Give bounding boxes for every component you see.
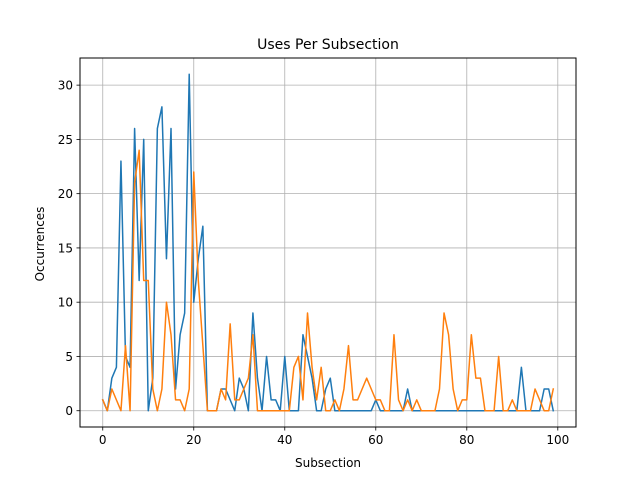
x-tick-label: 80 xyxy=(459,433,474,447)
x-tick-label: 40 xyxy=(277,433,292,447)
y-tick-label: 10 xyxy=(58,296,73,310)
y-tick-label: 0 xyxy=(65,404,73,418)
series-line-1 xyxy=(101,73,555,412)
x-tick-label: 20 xyxy=(186,433,201,447)
x-tick-label: 0 xyxy=(99,433,107,447)
y-tick-label: 25 xyxy=(58,133,73,147)
x-tick-label: 100 xyxy=(546,433,569,447)
y-tick-label: 20 xyxy=(58,187,73,201)
y-axis-label: Occurrences xyxy=(33,207,47,282)
y-tick-label: 30 xyxy=(58,79,73,93)
plot-frame xyxy=(79,57,577,428)
series-line-2 xyxy=(101,149,555,412)
y-tick-label: 15 xyxy=(58,241,73,255)
x-tick-label: 60 xyxy=(368,433,383,447)
axis-ticks: 0 20 40 60 80 100 0 5 10 15 20 25 30 xyxy=(58,79,570,447)
x-axis-label: Subsection xyxy=(295,456,361,470)
chart-title: Uses Per Subsection xyxy=(257,37,399,53)
y-tick-label: 5 xyxy=(65,350,73,364)
series-group xyxy=(101,73,555,412)
